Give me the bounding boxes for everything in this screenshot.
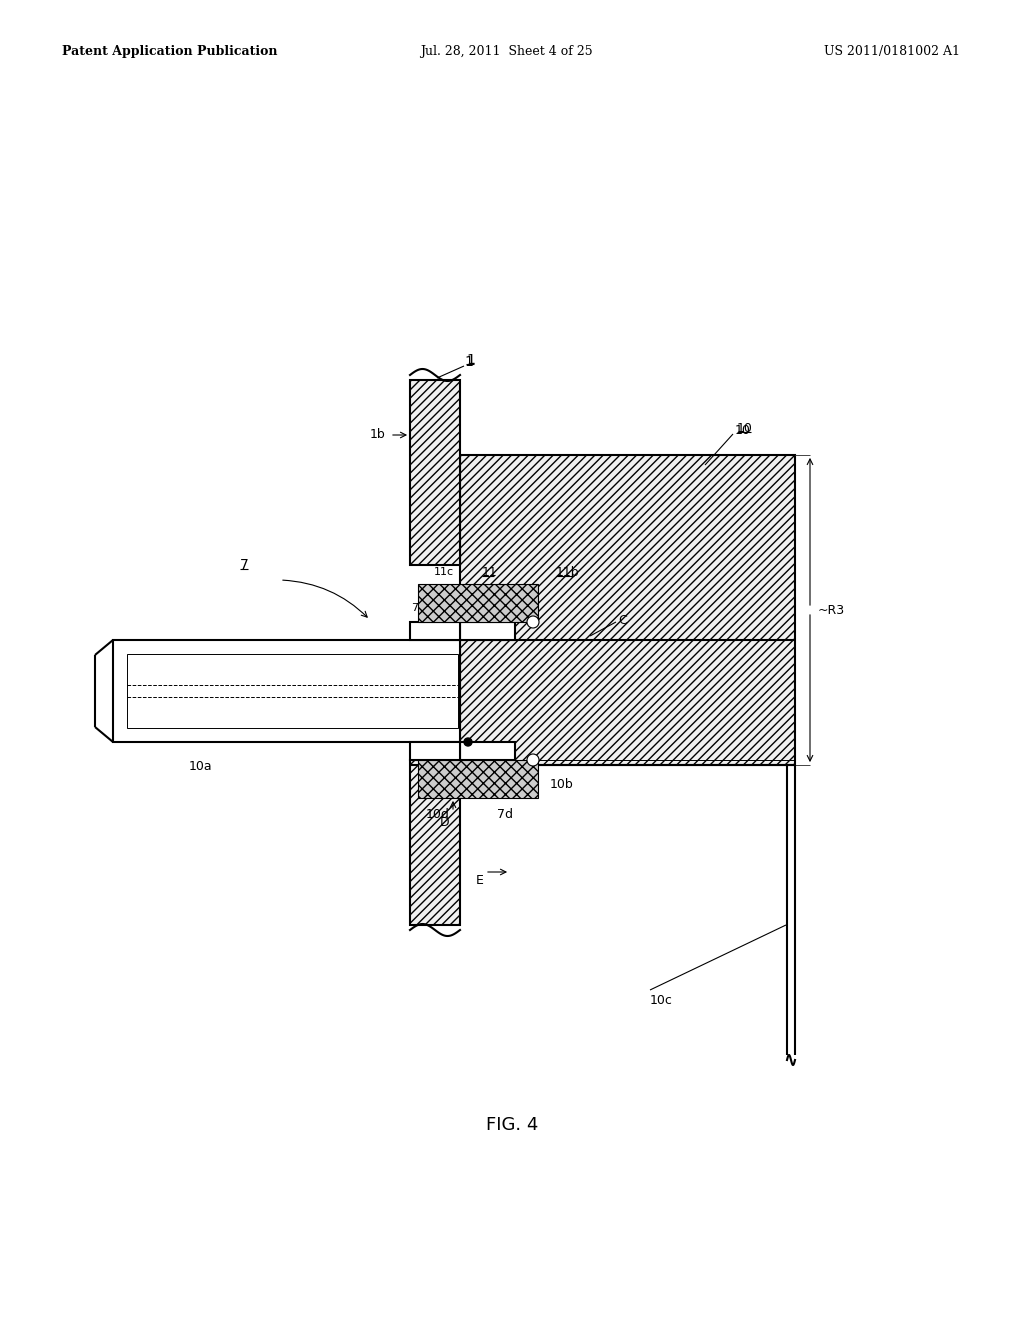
Bar [127, 653, 458, 729]
Bar [410, 760, 460, 925]
Bar [418, 760, 538, 799]
Text: C: C [618, 614, 627, 627]
Text: 7a: 7a [220, 668, 236, 681]
Text: 10b: 10b [550, 779, 573, 792]
Circle shape [464, 738, 472, 746]
Text: 11c: 11c [434, 568, 454, 577]
Bar [410, 742, 460, 760]
Text: 7b: 7b [411, 603, 425, 612]
Text: FIG. 4: FIG. 4 [485, 1115, 539, 1134]
Bar [460, 622, 515, 640]
Text: Jul. 28, 2011  Sheet 4 of 25: Jul. 28, 2011 Sheet 4 of 25 [420, 45, 593, 58]
Text: ~R3: ~R3 [818, 603, 845, 616]
Text: E: E [476, 874, 484, 887]
Text: 1b: 1b [370, 429, 385, 441]
Text: ~R4: ~R4 [123, 675, 151, 688]
Text: 10: 10 [735, 424, 751, 437]
Text: 10a: 10a [188, 760, 212, 774]
Bar [410, 380, 460, 565]
Bar [113, 640, 460, 742]
Text: 10d: 10d [426, 808, 450, 821]
Circle shape [527, 616, 539, 628]
Bar [418, 583, 538, 622]
Bar [460, 742, 515, 760]
Text: 7c: 7c [339, 731, 354, 744]
Text: 11: 11 [482, 565, 498, 578]
Text: D: D [440, 817, 450, 829]
Text: 11b: 11b [556, 565, 580, 578]
Bar [410, 622, 460, 640]
Text: Patent Application Publication: Patent Application Publication [62, 45, 278, 58]
Text: 7: 7 [240, 558, 249, 572]
Text: 7d: 7d [497, 808, 513, 821]
Text: 1: 1 [466, 352, 475, 367]
Bar [460, 455, 795, 766]
Text: 1: 1 [464, 355, 473, 370]
Circle shape [527, 754, 539, 766]
Text: US 2011/0181002 A1: US 2011/0181002 A1 [824, 45, 961, 58]
Text: 10: 10 [737, 421, 753, 434]
Text: 10c: 10c [650, 994, 673, 1006]
